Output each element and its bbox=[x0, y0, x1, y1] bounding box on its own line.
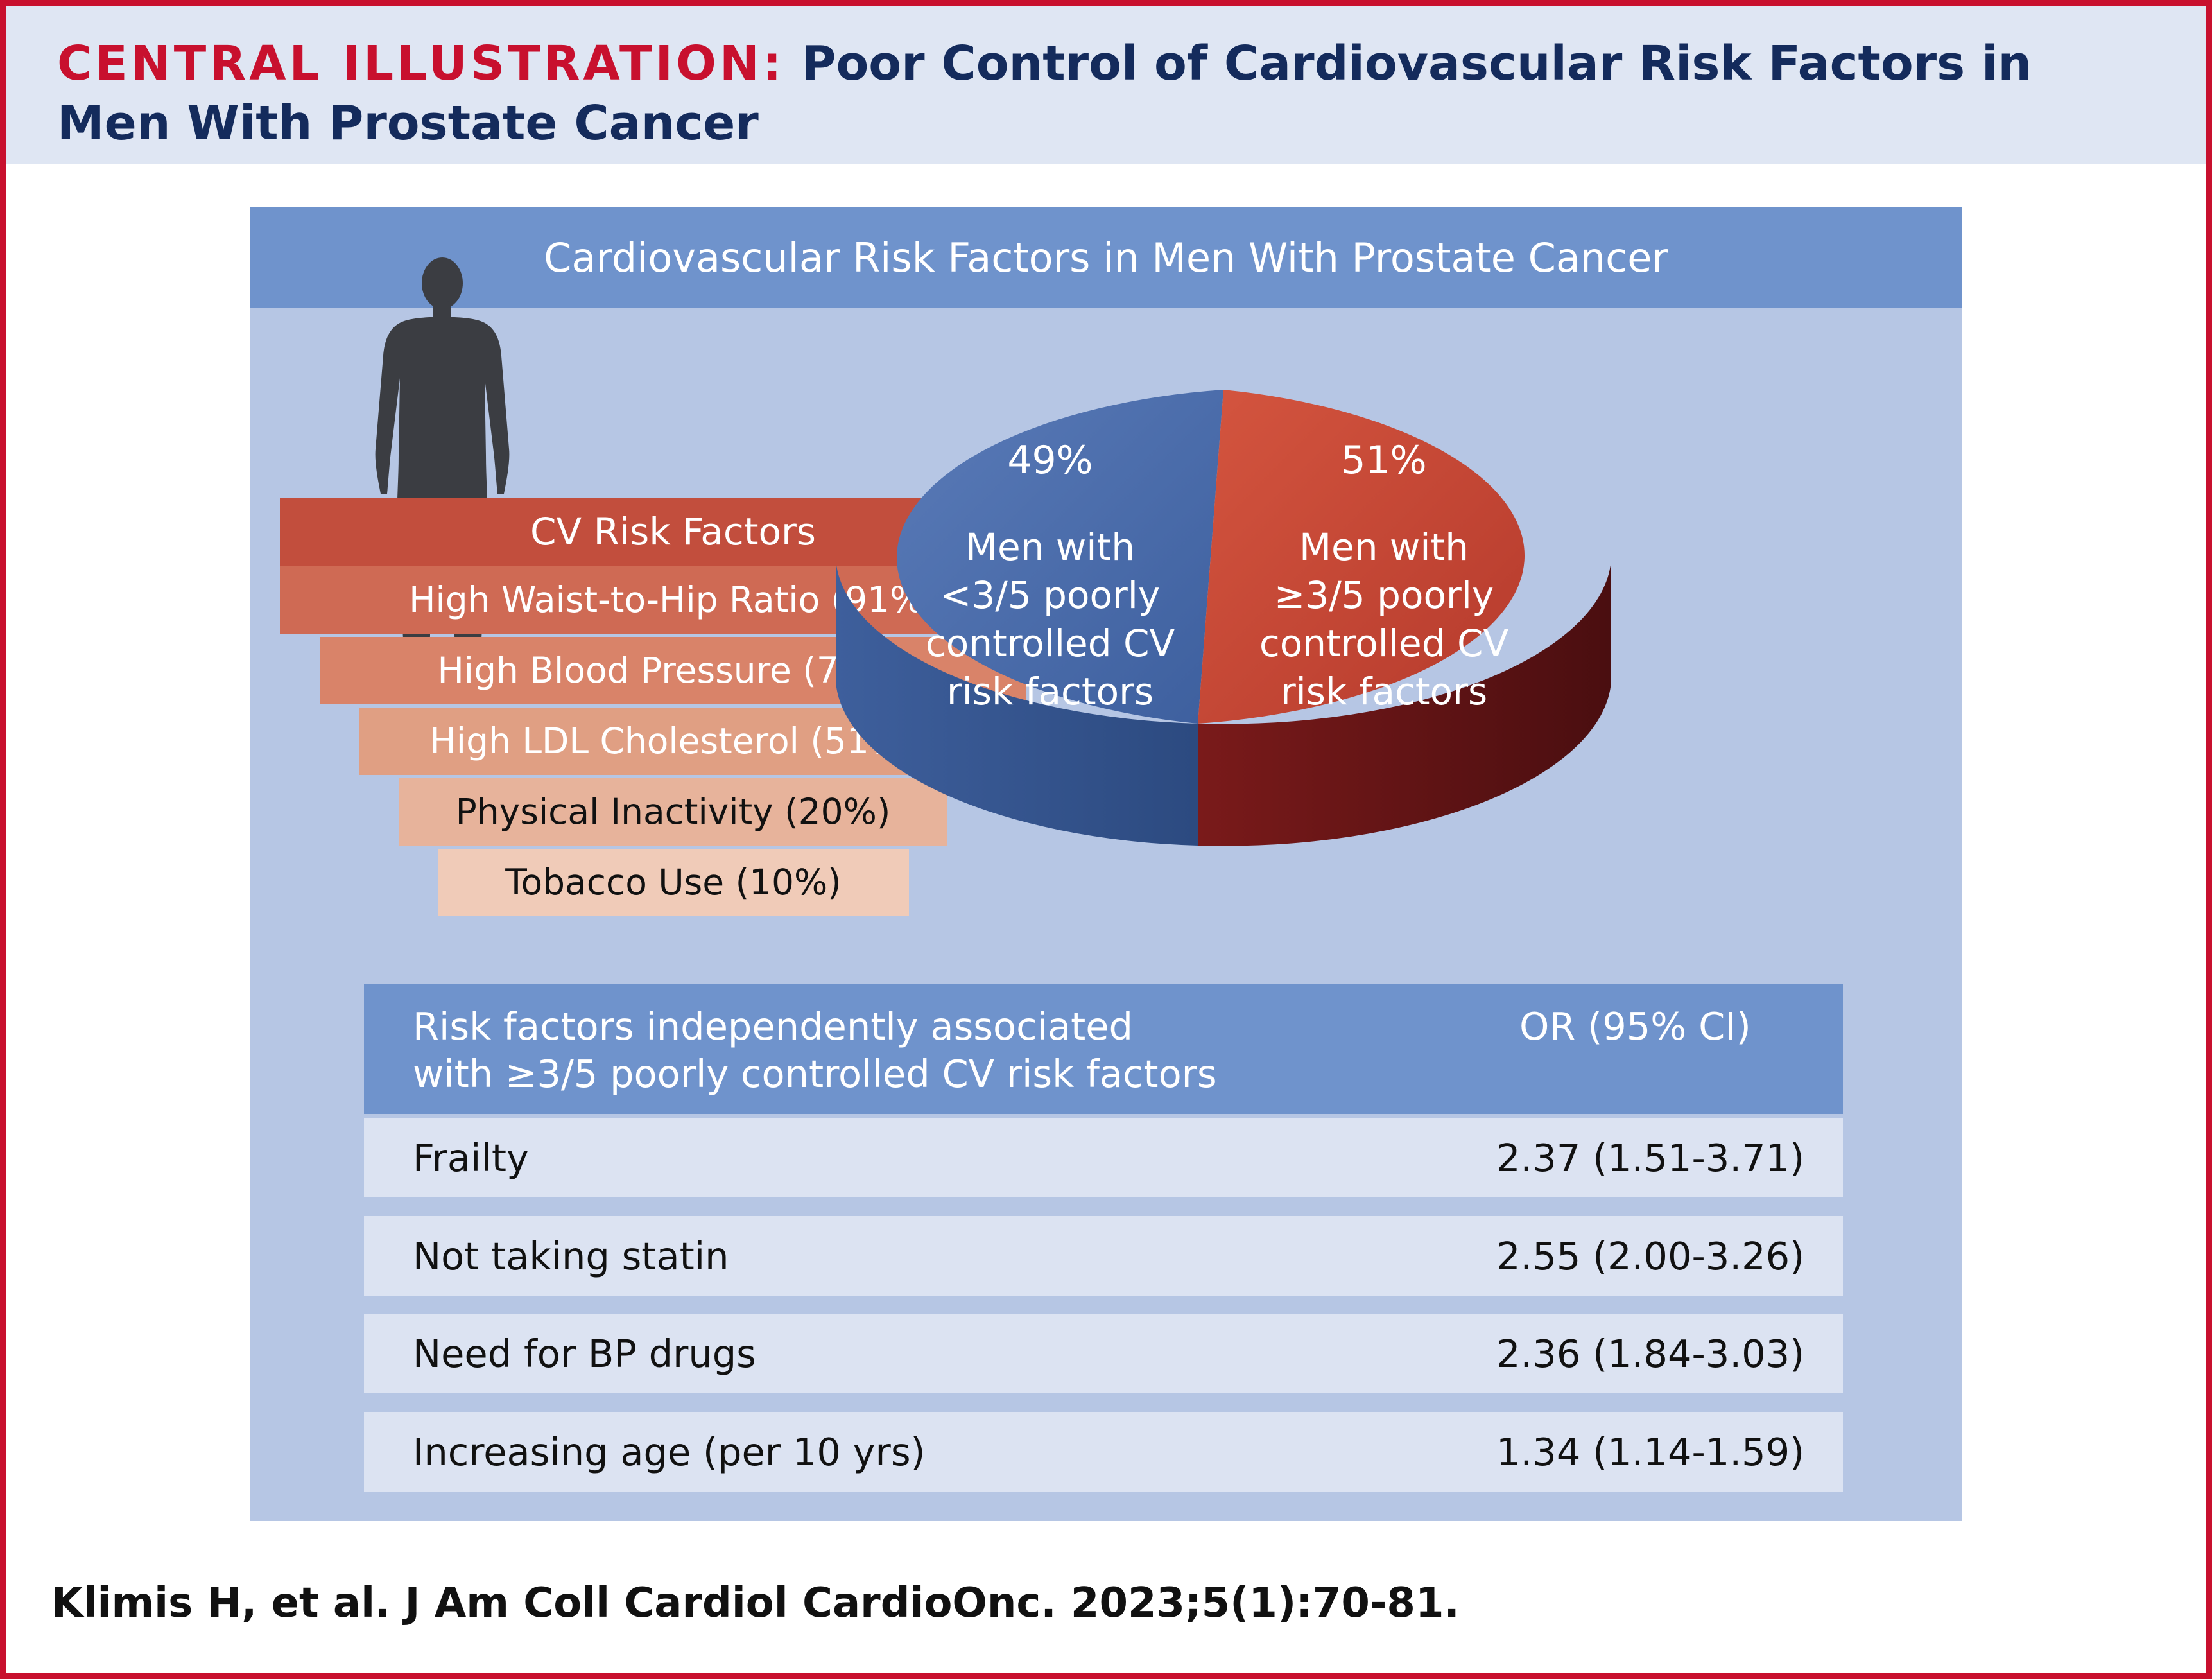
pie-slice-label: risk factors bbox=[1281, 670, 1487, 713]
citation: Klimis H, et al. J Am Coll Cardiol Cardi… bbox=[51, 1579, 1460, 1627]
illustration-panel: Cardiovascular Risk Factors in Men With … bbox=[250, 207, 1962, 1521]
table-row: Increasing age (per 10 yrs) 1.34 (1.14-1… bbox=[364, 1412, 1843, 1492]
table-cell-factor: Need for BP drugs bbox=[413, 1332, 756, 1376]
pie-slice-label: risk factors bbox=[947, 670, 1154, 713]
table-cell-factor: Increasing age (per 10 yrs) bbox=[413, 1430, 926, 1474]
pie-percent-label: 51% bbox=[1341, 438, 1426, 483]
funnel-step-tobacco-use: Tobacco Use (10%) bbox=[438, 849, 909, 916]
table-header-or: OR (95% CI) bbox=[1519, 1004, 1751, 1048]
table-cell-or: 2.55 (2.00-3.26) bbox=[1496, 1234, 1805, 1278]
pie-slice-label: <3/5 poorly bbox=[940, 573, 1160, 617]
table-cell-or: 2.36 (1.84-3.03) bbox=[1496, 1332, 1805, 1376]
pie-slice-label: Men with bbox=[965, 525, 1135, 569]
table-cell-factor: Not taking statin bbox=[413, 1234, 729, 1278]
table-cell-or: 1.34 (1.14-1.59) bbox=[1496, 1430, 1805, 1474]
header-line-1: CENTRAL ILLUSTRATION: Poor Control of Ca… bbox=[57, 35, 2032, 92]
table-header-factor-line-2: with ≥3/5 poorly controlled CV risk fact… bbox=[413, 1052, 1217, 1096]
pie-percent-label: 49% bbox=[1007, 438, 1093, 483]
pie-slice-label: ≥3/5 poorly bbox=[1274, 573, 1494, 617]
panel-title-bar: Cardiovascular Risk Factors in Men With … bbox=[250, 207, 1962, 308]
central-illustration-label: CENTRAL ILLUSTRATION: bbox=[57, 36, 785, 91]
figure-header: CENTRAL ILLUSTRATION: Poor Control of Ca… bbox=[6, 6, 2206, 164]
funnel-step-physical-inactivity: Physical Inactivity (20%) bbox=[399, 778, 947, 846]
panel-title: Cardiovascular Risk Factors in Men With … bbox=[544, 234, 1668, 281]
pie-slice-3-or-more bbox=[1198, 390, 1525, 724]
table-row: Need for BP drugs 2.36 (1.84-3.03) bbox=[364, 1314, 1843, 1393]
table-header-factor-line-1: Risk factors independently associated bbox=[413, 1004, 1134, 1048]
header-title-part1: Poor Control of Cardiovascular Risk Fact… bbox=[801, 36, 2032, 91]
table-header-factor: Risk factors independently associated wi… bbox=[413, 1003, 1217, 1098]
table-cell-or: 2.37 (1.51-3.71) bbox=[1496, 1136, 1805, 1180]
pie-slice-side-less-than-3 bbox=[836, 560, 1198, 846]
table-row: Frailty 2.37 (1.51-3.71) bbox=[364, 1118, 1843, 1197]
pie-slice-side-3-or-more bbox=[1198, 560, 1611, 846]
table-cell-factor: Frailty bbox=[413, 1136, 529, 1180]
pie-slice-label: controlled CV bbox=[1259, 622, 1509, 665]
pie-slice-less-than-3 bbox=[896, 390, 1223, 724]
pie-slice-label: controlled CV bbox=[926, 622, 1175, 665]
header-title-part2: Men With Prostate Cancer bbox=[57, 96, 759, 151]
pie-slice-label: Men with bbox=[1299, 525, 1469, 569]
table-header: Risk factors independently associated wi… bbox=[364, 984, 1843, 1114]
table-row: Not taking statin 2.55 (2.00-3.26) bbox=[364, 1216, 1843, 1296]
